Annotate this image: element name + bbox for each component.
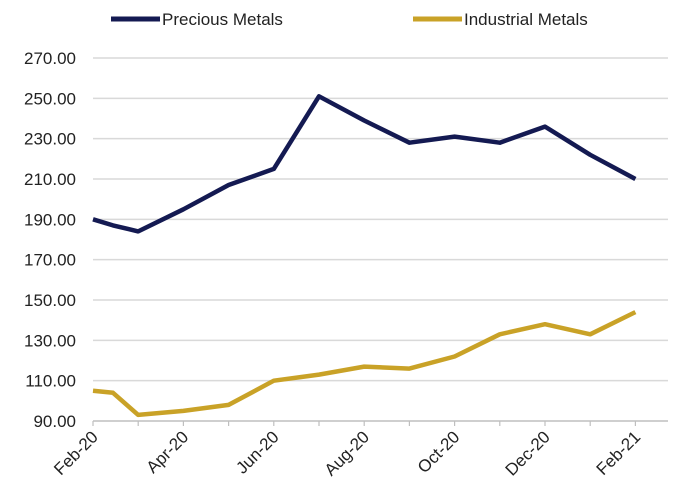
y-tick-label: 230.00 [24, 130, 76, 149]
y-tick-label: 130.00 [24, 331, 76, 350]
y-tick-label: 250.00 [24, 89, 76, 108]
legend: Precious Metals Industrial Metals [111, 10, 588, 29]
series-line-precious-metals [92, 94, 637, 234]
axes [92, 420, 668, 426]
gridlines [93, 57, 668, 382]
x-tick-label: Oct-20 [414, 427, 464, 477]
y-tick-label: 150.00 [24, 291, 76, 310]
series-lines [92, 94, 637, 418]
x-tick-label: Apr-20 [143, 427, 193, 477]
x-axis-tick-labels: Feb-20 Apr-20 Jun-20 Aug-20 Oct-20 Dec-20 Feb-… [50, 427, 644, 479]
y-tick-label: 170.00 [24, 251, 76, 270]
y-axis-tick-labels: 90.00 110.00 130.00 150.00 170.00 190.00 210.0… [24, 49, 76, 431]
y-tick-label: 270.00 [24, 49, 76, 68]
legend-label-industrial-metals: Industrial Metals [464, 10, 588, 29]
x-tick-label: Aug-20 [321, 427, 373, 479]
y-tick-label: 110.00 [25, 372, 76, 391]
y-tick-label: 90.00 [33, 412, 76, 431]
series-line-industrial-metals [92, 310, 637, 418]
x-tick-label: Dec-20 [502, 427, 554, 479]
y-tick-label: 190.00 [24, 210, 76, 229]
legend-label-precious-metals: Precious Metals [162, 10, 283, 29]
x-tick-label: Jun-20 [232, 427, 282, 477]
y-tick-label: 210.00 [24, 170, 76, 189]
x-tick-label: Feb-20 [50, 427, 102, 479]
x-tick-label: Feb-21 [593, 427, 645, 479]
